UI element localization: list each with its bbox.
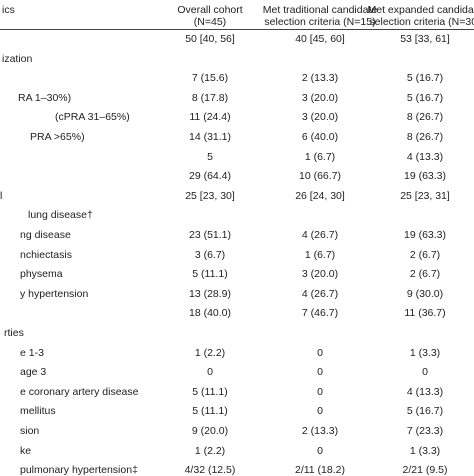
table-cell: 5 (11.1) xyxy=(192,268,228,281)
table-cell: RA 1–30%) xyxy=(18,91,72,104)
table-cell: 0 xyxy=(317,385,323,398)
table-cell: 40 [45, 60] xyxy=(295,33,345,45)
table-cell: 1 (3.3) xyxy=(409,346,441,359)
table-cell: 4/32 (12.5) xyxy=(184,464,236,476)
table-cell: 2/11 (18.2) xyxy=(294,464,345,476)
table-cell: ization xyxy=(2,52,33,65)
table-cell: 7 (46.7) xyxy=(301,307,339,320)
table-cell: 0 xyxy=(207,366,213,379)
table-cell: 2 (13.3) xyxy=(301,72,339,85)
table-cell: 10 (66.7) xyxy=(298,170,342,183)
table-cell: 2 (13.3) xyxy=(301,425,339,437)
header-cell: Met traditional candidate xyxy=(262,4,378,16)
table-cell: age 3 xyxy=(20,366,47,379)
table-cell: 3 (6.7) xyxy=(194,248,226,261)
table-cell: pulmonary hypertension‡ xyxy=(20,464,138,476)
table-cell: 5 (16.7) xyxy=(406,91,444,104)
table-cell: 5 (11.1) xyxy=(192,385,228,398)
table-cell: 25 [23, 31] xyxy=(400,189,450,202)
table-cell: 7 (23.3) xyxy=(406,425,444,437)
table-cell: physema xyxy=(20,268,63,281)
table-cell: 5 xyxy=(207,150,213,163)
table-cell: 23 (51.1) xyxy=(188,229,232,241)
table-cell: 1 (2.2) xyxy=(194,346,226,359)
table-cell: 25 [23, 30] xyxy=(185,189,235,202)
table-cell: 50 [40, 56] xyxy=(185,33,235,45)
table-cell: rties xyxy=(4,327,24,339)
table-cell: 5 (16.7) xyxy=(406,405,444,418)
table-cell: 0 xyxy=(317,366,323,379)
table-cell: 11 (36.7) xyxy=(404,307,446,320)
table-cell: 1 (2.2) xyxy=(194,444,226,457)
table-cell: 19 (63.3) xyxy=(403,229,447,241)
header-cell: selection criteria (N=30) xyxy=(369,16,474,28)
table-cell: 19 (63.3) xyxy=(403,170,447,183)
table-cell: 11 (24.4) xyxy=(189,111,231,124)
table-cell: ke xyxy=(20,444,32,457)
table-cell: nchiectasis xyxy=(20,248,72,261)
header-cell: Overall cohort xyxy=(177,4,243,16)
table-cell: 0 xyxy=(317,346,323,359)
table-cell: 0 xyxy=(317,405,323,418)
table-cell: 9 (30.0) xyxy=(406,287,444,300)
table-cell: 8 (26.7) xyxy=(406,111,444,124)
table-cell: 2 (6.7) xyxy=(409,268,441,281)
table-cell: 2/21 (9.5) xyxy=(402,464,448,476)
table-cell: 5 (11.1) xyxy=(192,405,228,418)
table-cell: 0 xyxy=(317,444,323,457)
table-cell: 1 (6.7) xyxy=(304,248,336,261)
table-cell: l xyxy=(0,189,3,202)
header-cell: (N=45) xyxy=(193,16,227,28)
table-cell: mellitus xyxy=(20,405,56,418)
table-cell: 26 [24, 30] xyxy=(295,189,345,202)
table-cell: 3 (20.0) xyxy=(301,91,339,104)
table-cell: 53 [33, 61] xyxy=(400,33,450,45)
table-cell: y hypertension xyxy=(20,287,89,300)
table-cell: (cPRA 31–65%) xyxy=(55,111,130,124)
table-cell: 3 (20.0) xyxy=(301,268,339,281)
table-cell: e coronary artery disease xyxy=(20,385,139,398)
table-cell: 14 (31.1) xyxy=(188,131,232,143)
table-cell: 29 (64.4) xyxy=(188,170,232,183)
table-cell: e 1-3 xyxy=(20,346,44,359)
table-cell: 9 (20.0) xyxy=(191,425,229,437)
table-cell: 4 (26.7) xyxy=(301,287,339,300)
table-cell: PRA >65%) xyxy=(30,131,85,143)
table-cell: 18 (40.0) xyxy=(188,307,232,320)
table-cell: sion xyxy=(20,425,40,437)
table-cell: 8 (17.8) xyxy=(191,91,229,104)
table-cell: 4 (13.3) xyxy=(406,150,444,163)
table-cell: 4 (26.7) xyxy=(301,229,339,241)
table-cell: 1 (6.7) xyxy=(304,150,336,163)
header-rule xyxy=(0,29,474,30)
table-cell: 3 (20.0) xyxy=(301,111,339,124)
table-cell: 0 xyxy=(422,366,428,379)
header-cell: ics xyxy=(2,4,15,16)
table-cell: 2 (6.7) xyxy=(409,248,441,261)
table-cell: ng disease xyxy=(20,229,71,241)
header-cell: selection criteria (N=15) xyxy=(264,16,376,28)
table-cell: 5 (16.7) xyxy=(406,72,444,85)
table-cell: 8 (26.7) xyxy=(406,131,444,143)
table-cell: 4 (13.3) xyxy=(406,385,444,398)
header-cell: Met expanded candidate xyxy=(367,4,474,16)
table-cell: 6 (40.0) xyxy=(301,131,339,143)
table-cell: lung disease† xyxy=(28,209,93,222)
table-cell: 7 (15.6) xyxy=(191,72,229,85)
table-cell: 13 (28.9) xyxy=(188,287,232,300)
table-cell: 1 (3.3) xyxy=(409,444,441,457)
